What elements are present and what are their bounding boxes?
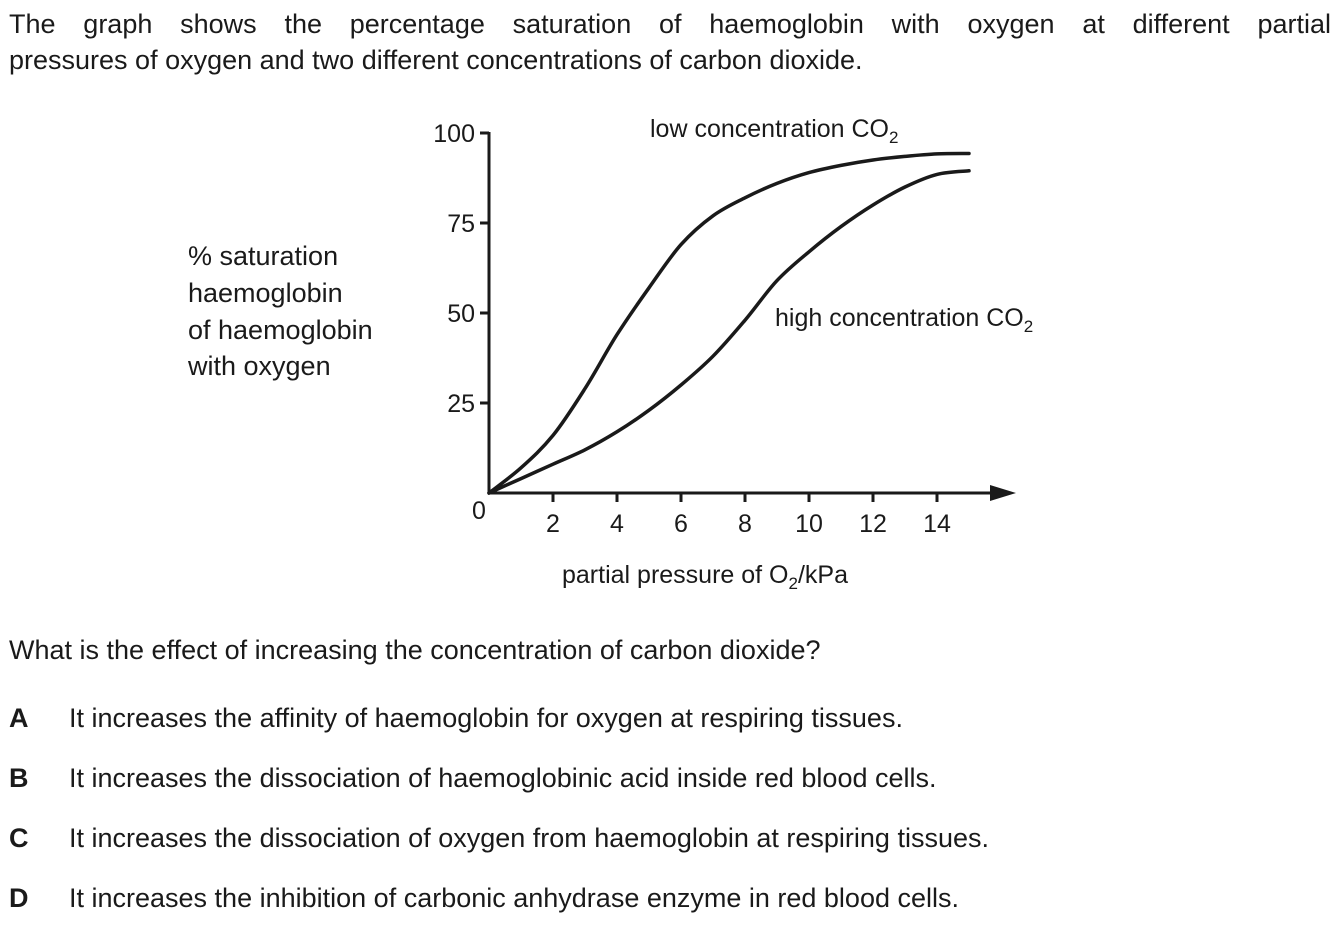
- option-letter: A: [9, 703, 29, 733]
- option-text: It increases the inhibition of carbonic …: [69, 883, 959, 913]
- option-letter: C: [9, 823, 29, 853]
- y-axis-label: % saturation haemoglobin of haemoglobin …: [187, 241, 380, 381]
- y-axis-label-line: % saturation: [188, 241, 338, 271]
- option-text: It increases the dissociation of haemogl…: [69, 763, 937, 793]
- x-tick-label: 6: [674, 510, 688, 538]
- option-letter: D: [9, 883, 29, 913]
- y-tick-label: 50: [447, 300, 475, 328]
- intro-text: The graph shows the percentage saturatio…: [9, 6, 1331, 78]
- y-axis-label-line: haemoglobin: [188, 278, 343, 308]
- x-tick-label: 8: [738, 510, 752, 538]
- saturation-chart: % saturation haemoglobin of haemoglobin …: [187, 115, 1033, 593]
- intro-line-2: pressures of oxygen and two different co…: [9, 45, 863, 75]
- y-axis-label-line: of haemoglobin: [188, 315, 373, 345]
- series-line-high-co2: [487, 169, 971, 495]
- series-label-high: high concentration CO2: [775, 304, 1033, 336]
- option-letter: B: [9, 763, 29, 793]
- y-tick-label: 75: [447, 210, 475, 238]
- y-tick-label: 100: [433, 120, 475, 148]
- origin-label: 0: [472, 497, 486, 525]
- series-line-low-co2: [487, 151, 971, 495]
- x-axis-label: partial pressure of O2/kPa: [562, 561, 848, 593]
- y-axis-label-line: with oxygen: [187, 351, 331, 381]
- x-tick-label: 10: [795, 510, 823, 538]
- question-text: What is the effect of increasing the con…: [9, 635, 821, 665]
- y-tick-label: 25: [447, 390, 475, 418]
- intro-line-1: The graph shows the percentage saturatio…: [9, 9, 1331, 39]
- option-text: It increases the affinity of haemoglobin…: [69, 703, 903, 733]
- x-tick-label: 4: [610, 510, 624, 538]
- x-tick-label: 12: [859, 510, 887, 538]
- x-tick-label: 2: [546, 510, 560, 538]
- option-text: It increases the dissociation of oxygen …: [69, 823, 989, 853]
- series-label-low: low concentration CO2: [650, 115, 898, 147]
- x-tick-label: 14: [923, 510, 951, 538]
- x-axis-arrow: [990, 485, 1016, 501]
